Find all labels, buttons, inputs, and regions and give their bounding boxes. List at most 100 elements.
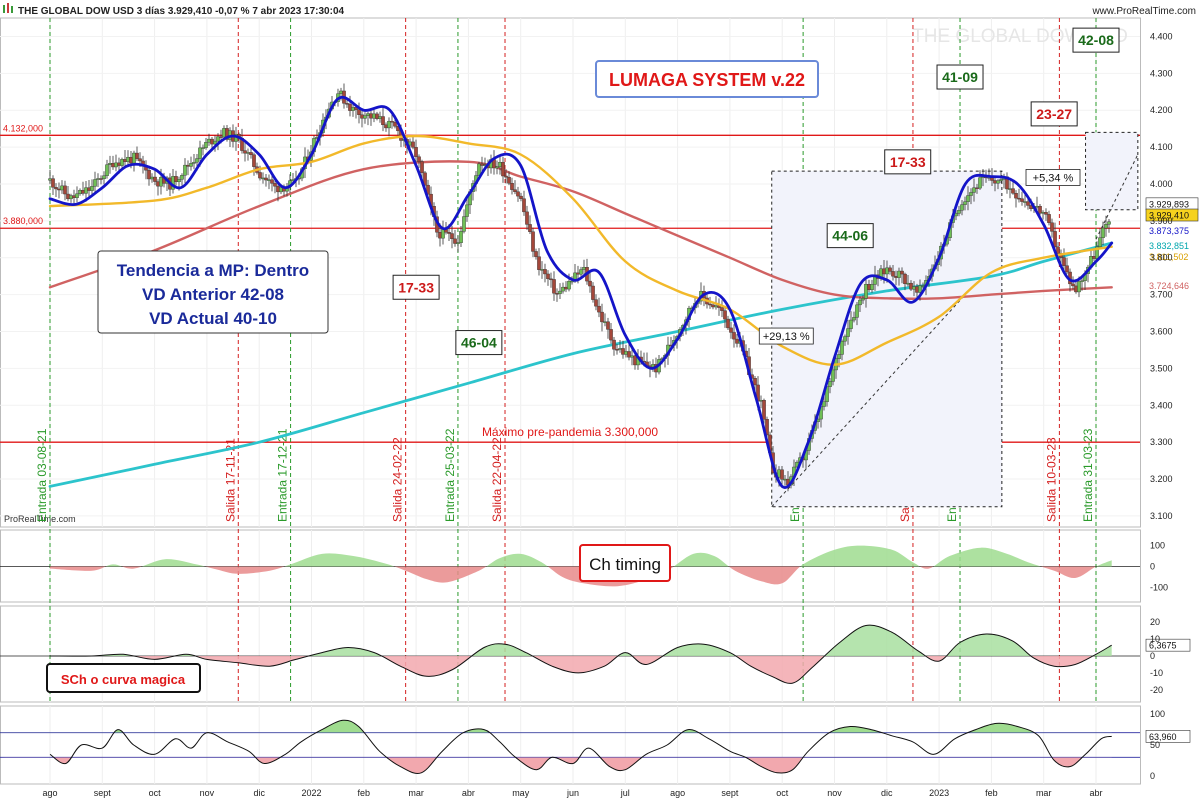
candle-up (159, 177, 163, 187)
candle-down (612, 339, 616, 350)
candle-up (222, 128, 226, 138)
candle-up (75, 193, 79, 198)
last-value-box (1145, 730, 1191, 743)
panel-frame-2 (0, 605, 1141, 703)
y-tick-label: 20 (1150, 617, 1160, 627)
candle-up (906, 282, 910, 285)
candle-down (129, 156, 133, 164)
annotations: 3.929,893 3.929,410 3.873,375 3.832,8513.81… (392, 27, 1199, 356)
signal-label: Salida 10-03-23 (1044, 437, 1058, 522)
x-tick-label: abr (1089, 788, 1102, 798)
y-tick-label: 3.700 (1150, 290, 1173, 300)
ch-timing-title: Ch timing (589, 555, 661, 574)
candle-down (1014, 193, 1018, 199)
candle-down (975, 187, 979, 189)
x-tick-label: ago (42, 788, 57, 798)
candle-down (54, 187, 58, 190)
y-tick-label: 3.600 (1150, 327, 1173, 337)
rating-box (826, 223, 874, 249)
candle-up (1101, 227, 1105, 238)
candle-up (960, 204, 964, 211)
candle-up (855, 304, 859, 318)
candle-down (423, 172, 427, 186)
candle-down (726, 318, 730, 329)
osc-overbought (113, 720, 1035, 733)
candle-down (720, 307, 724, 311)
candle-up (603, 321, 607, 323)
candle-up (48, 178, 52, 181)
trend-line-2: VD Anterior 42-08 (142, 285, 284, 304)
candle-down (534, 251, 538, 257)
candle-down (510, 183, 514, 190)
candle-down (606, 321, 610, 330)
candle-down (609, 329, 613, 341)
candle-up (96, 178, 100, 180)
candle-up (861, 298, 865, 301)
candle-up (840, 340, 844, 355)
candle-down (360, 114, 364, 119)
candle-up (996, 180, 1000, 184)
candle-up (69, 195, 73, 200)
candle-up (93, 179, 97, 187)
axes: ago sept oct nov dic 2022 feb mar abr may jun jul ag… (42, 31, 1172, 798)
x-tick-label: may (512, 788, 530, 798)
candle-up (195, 158, 199, 163)
trend-box (97, 250, 329, 334)
candle-down (390, 120, 394, 123)
price-label: 3.832,851 (1149, 241, 1189, 251)
candle-up (90, 186, 94, 191)
candle-down (903, 273, 907, 285)
candle-up (102, 175, 106, 180)
system-title-box (595, 60, 819, 98)
candle-up (822, 401, 826, 407)
candle-down (243, 150, 247, 154)
candle-up (261, 177, 265, 180)
candle-down (780, 469, 784, 480)
price-label: 3.929,410 (1149, 211, 1189, 221)
candle-up (558, 290, 562, 294)
candle-down (504, 175, 508, 178)
candle-down (138, 158, 142, 162)
gain-label: +5,34 % (1033, 172, 1074, 184)
x-tick-label: nov (200, 788, 215, 798)
candle-down (765, 419, 769, 436)
candle-down (273, 183, 277, 187)
y-tick-label: 4.200 (1150, 105, 1173, 115)
x-tick-label: ago (670, 788, 685, 798)
panel-frame-3 (0, 705, 1141, 785)
candle-down (135, 152, 139, 159)
candle-up (207, 138, 211, 143)
candle-up (213, 140, 217, 145)
ma_fast-line (48, 96, 1114, 489)
panel-frame-1 (0, 529, 1141, 603)
y-tick-label: 50 (1150, 740, 1160, 750)
candle-down (1071, 283, 1075, 287)
ma_mid-line (48, 134, 1113, 366)
candle-down (81, 189, 85, 194)
candle-up (387, 120, 391, 129)
candle-up (1023, 201, 1027, 203)
candle-down (450, 233, 454, 240)
candle-up (351, 107, 355, 111)
rating-label: 23-27 (1036, 106, 1072, 122)
candle-up (837, 354, 841, 359)
last-value: 63,960 (1149, 732, 1177, 742)
x-tick-label: 2023 (929, 788, 949, 798)
candle-down (63, 185, 67, 195)
oscillator-panel: 63,960 (0, 719, 1191, 774)
candle-down (723, 310, 727, 320)
candle-up (126, 156, 130, 162)
candle-down (384, 124, 388, 129)
candle-down (375, 113, 379, 119)
level-label: Máximo pre-pandemia 3.300,000 (482, 425, 658, 439)
candle-down (564, 286, 568, 290)
candle-up (783, 478, 787, 481)
candle-down (600, 311, 604, 323)
rating-label: 17-33 (890, 154, 926, 170)
y-tick-label: 3.200 (1150, 474, 1173, 484)
candle-down (270, 179, 274, 184)
candle-down (891, 271, 895, 277)
chart-title: THE GLOBAL DOW USD 3 días 3.929,410 -0,0… (18, 6, 345, 17)
candle-up (1098, 237, 1102, 247)
price-label-box (1146, 224, 1198, 237)
